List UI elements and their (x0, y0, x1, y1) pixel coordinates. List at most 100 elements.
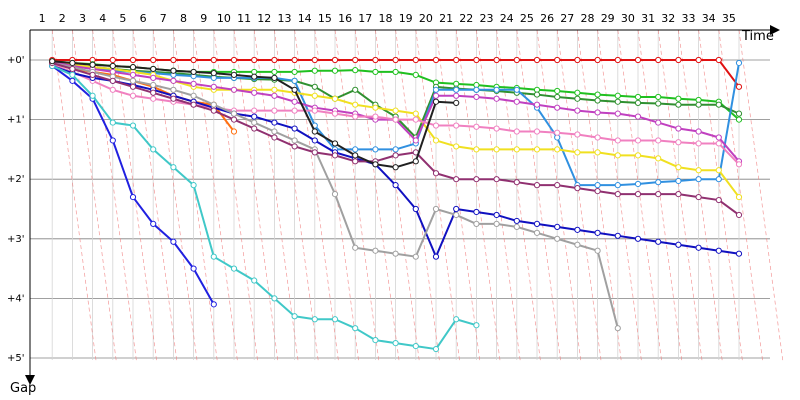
data-point (392, 56, 399, 64)
x-tick-label: 4 (99, 12, 106, 25)
data-point (594, 109, 601, 116)
lap-connector (536, 29, 582, 363)
data-point (210, 253, 217, 260)
data-point (331, 152, 339, 159)
data-point (372, 247, 379, 254)
data-point (432, 345, 440, 353)
data-point (230, 116, 238, 123)
lap-connector (577, 29, 622, 363)
data-point (594, 182, 601, 189)
data-point (634, 180, 642, 188)
data-point (392, 146, 399, 153)
data-point (352, 152, 359, 159)
data-point (493, 211, 500, 219)
data-point (352, 86, 359, 93)
data-point (655, 238, 662, 245)
x-tick-labels: 1 2 3 4 5 6 7 8 9 10 11 12 13 14 15 16 17 18 19 20 21 22 23 24 2… (39, 12, 736, 25)
y-tick-label: +5' (7, 353, 25, 364)
data-point (655, 137, 662, 144)
data-point (150, 146, 157, 153)
data-point (634, 152, 642, 159)
data-point (89, 92, 96, 99)
data-point (473, 93, 480, 101)
data-point (554, 235, 561, 242)
data-point (735, 59, 743, 67)
data-point (190, 56, 197, 64)
data-point (89, 61, 96, 68)
data-point (655, 155, 662, 162)
data-point (634, 235, 642, 242)
data-point (129, 56, 137, 64)
x-tick-label: 10 (217, 12, 231, 25)
data-point (150, 65, 157, 73)
data-point (735, 83, 743, 90)
y-tick-labels: +0' +1' +2' +3' +4' +5' (7, 55, 25, 364)
data-point (69, 77, 76, 84)
data-point (675, 95, 682, 102)
data-point (655, 56, 662, 64)
data-point (210, 70, 217, 77)
data-point (392, 116, 399, 123)
data-point (432, 98, 440, 105)
data-point (372, 68, 379, 76)
data-point (392, 68, 399, 76)
x-tick-label: 25 (520, 12, 534, 25)
data-point (331, 140, 339, 147)
data-point (432, 122, 440, 129)
data-point (473, 220, 480, 227)
data-point (432, 137, 440, 144)
x-tick-label: 14 (298, 12, 312, 25)
data-point (392, 107, 399, 114)
data-point (533, 229, 541, 236)
data-point (230, 56, 238, 64)
data-point (675, 56, 682, 64)
data-point (271, 128, 278, 135)
x-tick-label: 11 (237, 12, 251, 25)
data-point (533, 220, 541, 227)
data-point (473, 56, 480, 64)
data-point (493, 125, 500, 132)
data-point (230, 86, 238, 93)
data-point (291, 137, 298, 144)
data-point (614, 232, 621, 239)
data-point (513, 128, 520, 135)
data-point (695, 193, 702, 201)
y-axis-arrow (25, 375, 35, 385)
data-point (473, 123, 480, 130)
data-point (412, 158, 419, 165)
data-point (412, 71, 419, 79)
x-tick-label: 33 (682, 12, 696, 25)
data-point (230, 71, 238, 79)
data-point (634, 113, 642, 120)
data-point (251, 73, 258, 80)
data-point (735, 161, 743, 168)
data-point (170, 77, 177, 84)
data-point (453, 205, 460, 213)
data-point (129, 83, 137, 90)
data-point (251, 125, 258, 132)
data-point (170, 95, 177, 102)
y-tick-label: +4' (7, 293, 25, 304)
data-point (614, 325, 621, 332)
data-point (735, 110, 743, 117)
data-point (392, 340, 399, 347)
data-point (594, 188, 601, 195)
x-tick-label: 32 (661, 12, 675, 25)
data-point (150, 56, 157, 64)
x-tick-label: 26 (540, 12, 554, 25)
data-point (129, 77, 137, 84)
data-point (675, 125, 682, 132)
data-point (695, 101, 702, 108)
data-point (251, 277, 258, 284)
data-point (271, 74, 278, 81)
x-tick-label: 5 (119, 12, 126, 25)
data-point (614, 182, 621, 189)
data-point (554, 104, 561, 111)
data-point (311, 83, 318, 90)
data-point (513, 98, 520, 105)
data-point (271, 56, 278, 64)
data-point (311, 128, 318, 135)
data-point (230, 128, 238, 135)
data-point (392, 182, 399, 189)
